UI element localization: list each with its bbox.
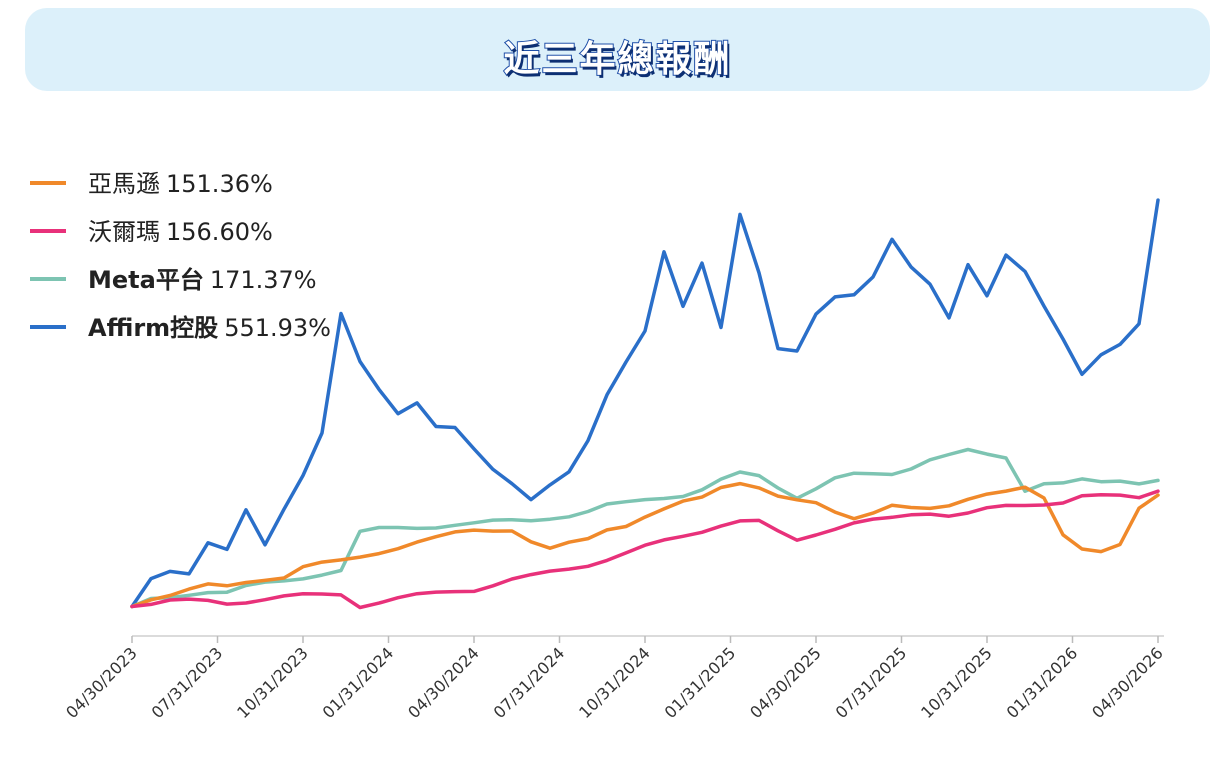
- legend-series-name: Meta平台: [88, 266, 204, 294]
- x-tick-label: 04/30/2026: [1088, 643, 1167, 722]
- x-tick-label: 01/31/2024: [319, 643, 398, 722]
- legend-entry: Meta平台 171.37%: [88, 266, 317, 294]
- x-tick-label: 01/31/2026: [1003, 643, 1082, 722]
- x-tick-label: 04/30/2024: [404, 643, 483, 722]
- legend-entry: 亞馬遜 151.36%: [88, 170, 273, 198]
- x-tick-label: 04/30/2025: [746, 643, 825, 722]
- series-line-0: [130, 481, 1160, 609]
- legend-series-value: 551.93%: [224, 314, 331, 342]
- x-tick-label: 07/31/2023: [148, 643, 227, 722]
- x-tick-label: 01/31/2025: [661, 643, 740, 722]
- legend-series-value: 151.36%: [166, 170, 273, 198]
- legend-series-name: 亞馬遜: [88, 170, 160, 198]
- chart-title: 近三年總報酬: [502, 38, 732, 81]
- legend: 亞馬遜 151.36%沃爾瑪 156.60%Meta平台 171.37%Affirm控…: [30, 170, 331, 342]
- x-tick-label: 10/31/2025: [917, 643, 996, 722]
- legend-series-value: 171.37%: [210, 266, 317, 294]
- title-banner: 近三年總報酬: [25, 8, 1210, 91]
- legend-entry: 沃爾瑪 156.60%: [88, 218, 273, 246]
- series-line-2: [130, 447, 1160, 609]
- x-tick-label: 10/31/2024: [575, 643, 654, 722]
- legend-series-name: 沃爾瑪: [88, 218, 160, 246]
- x-axis: 04/30/2023 07/31/2023 10/31/2023 01/31/2024…: [62, 635, 1167, 722]
- series-line-1: [130, 489, 1160, 610]
- x-tick-label: 07/31/2024: [490, 643, 569, 722]
- legend-entry: Affirm控股 551.93%: [88, 314, 331, 342]
- series-line-3: [130, 198, 1160, 609]
- legend-series-value: 156.60%: [166, 218, 273, 246]
- x-tick-label: 07/31/2025: [832, 643, 911, 722]
- legend-series-name: Affirm控股: [88, 314, 218, 342]
- x-tick-label: 10/31/2023: [233, 643, 312, 722]
- x-tick-label: 04/30/2023: [62, 643, 141, 722]
- series-lines: [130, 198, 1160, 610]
